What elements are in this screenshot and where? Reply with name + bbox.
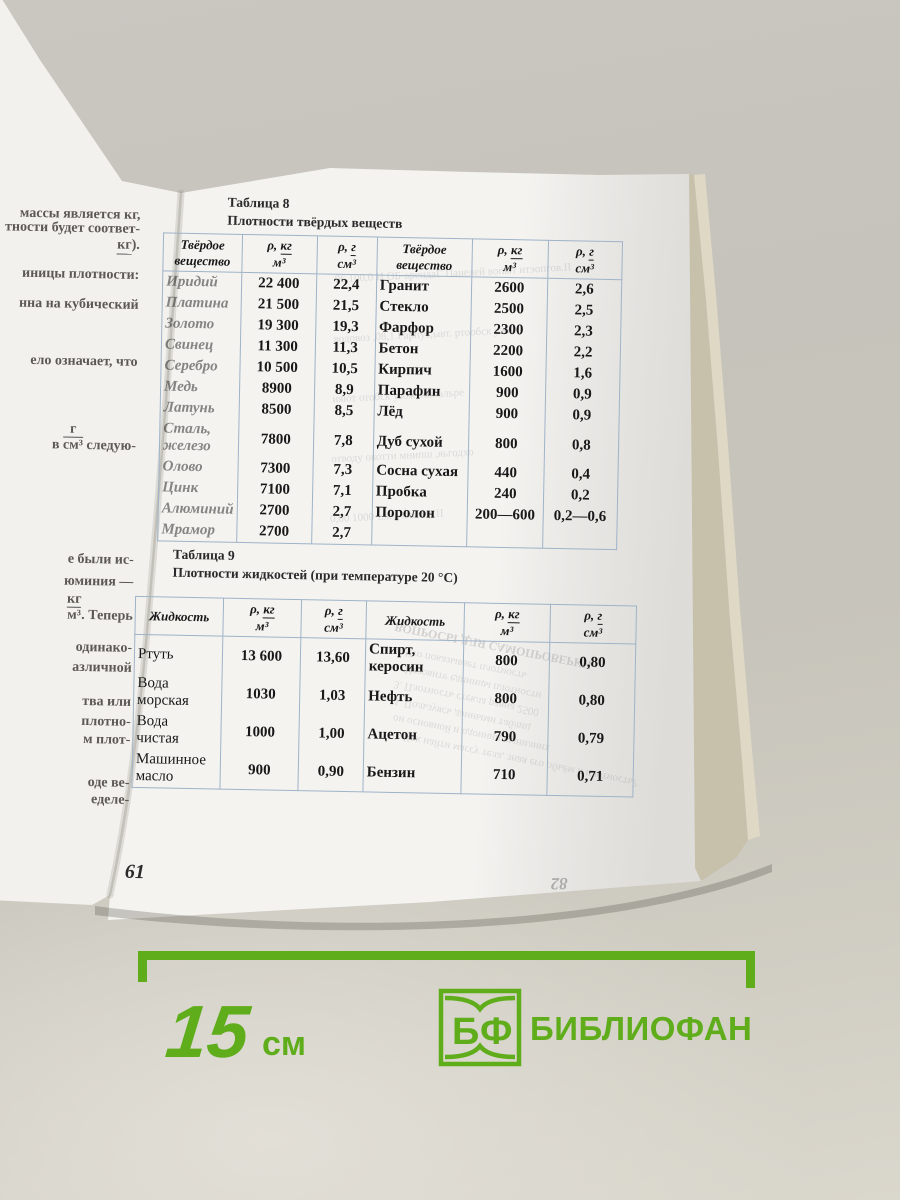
svg-text:БИБЛИОФАН: БИБЛИОФАН	[530, 1010, 752, 1047]
svg-text:см: см	[262, 1025, 306, 1063]
svg-text:15: 15	[162, 990, 255, 1073]
svg-text:Ф: Ф	[480, 1011, 512, 1053]
svg-text:Б: Б	[452, 1011, 479, 1053]
